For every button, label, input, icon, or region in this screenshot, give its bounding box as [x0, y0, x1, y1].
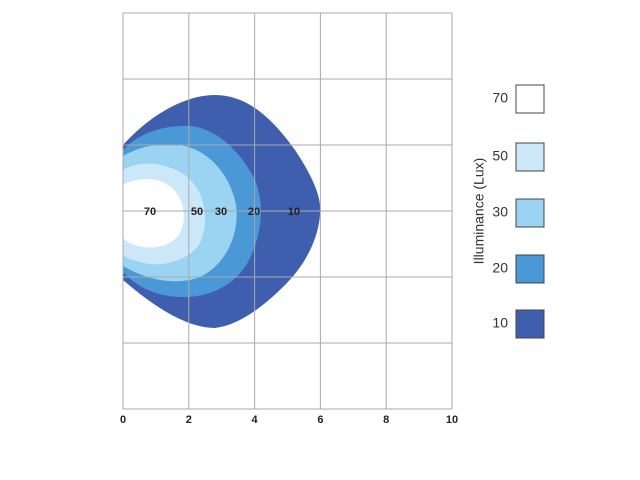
x-tick-label: 10 — [446, 414, 458, 426]
contour-label: 50 — [191, 206, 203, 218]
x-tick-label: 2 — [186, 414, 192, 426]
legend-title: Illuminance (Lux) — [471, 158, 487, 265]
legend-label: 50 — [492, 148, 508, 164]
x-tick-label: 8 — [383, 414, 389, 426]
legend-swatch — [515, 142, 545, 172]
legend-label: 20 — [492, 260, 508, 276]
legend-label: 70 — [492, 90, 508, 106]
legend-swatch — [515, 198, 545, 228]
x-tick-label: 0 — [120, 414, 126, 426]
legend-swatch — [515, 254, 545, 284]
contour-label: 20 — [248, 206, 260, 218]
contour-regions — [123, 95, 321, 328]
x-tick-label: 6 — [317, 414, 323, 426]
contour-label: 10 — [288, 206, 300, 218]
h-grid — [123, 12, 452, 410]
legend-label: 10 — [492, 315, 508, 331]
legend-swatch — [515, 309, 545, 339]
legend-label: 30 — [492, 204, 508, 220]
contour-label: 70 — [144, 206, 156, 218]
x-tick-label: 4 — [252, 414, 259, 426]
contour-label: 30 — [215, 206, 227, 218]
contour-region — [123, 179, 184, 248]
legend-swatch — [515, 84, 545, 114]
